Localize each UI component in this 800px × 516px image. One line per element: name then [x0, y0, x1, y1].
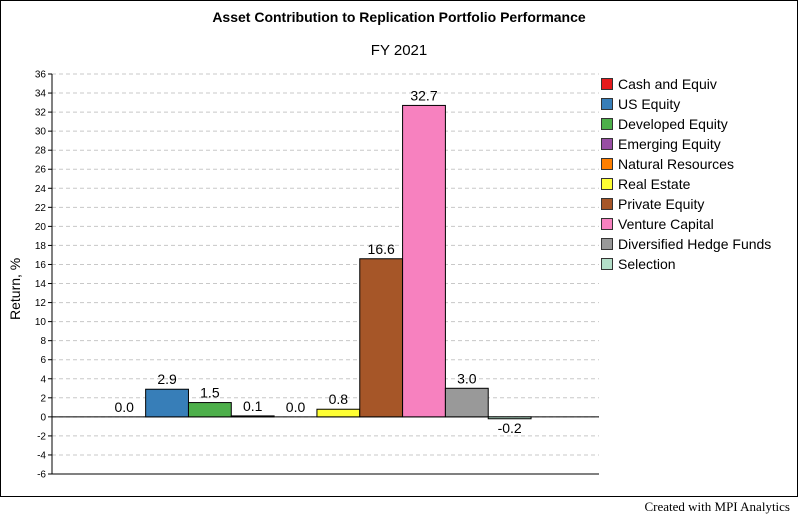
- legend-swatch: [601, 178, 613, 190]
- y-tick-label: 4: [40, 374, 46, 385]
- credit-text: Created with MPI Analytics: [644, 499, 790, 514]
- data-label-developed-equity: 1.5: [200, 385, 220, 401]
- y-tick-label: 22: [35, 203, 47, 214]
- legend-label: US Equity: [618, 96, 681, 112]
- y-tick-label: 32: [35, 108, 47, 119]
- y-tick-label: 14: [35, 279, 47, 290]
- data-label-natural-resources: 0.0: [286, 399, 306, 415]
- chart-subtitle: FY 2021: [370, 42, 428, 59]
- y-tick-label: 28: [35, 146, 47, 157]
- y-tick-label: -6: [37, 470, 46, 481]
- legend-swatch: [601, 78, 613, 90]
- y-tick-label: -4: [37, 450, 46, 461]
- y-tick-label: 8: [40, 336, 46, 347]
- legend-swatch: [601, 258, 613, 270]
- data-label-us-equity: 2.9: [157, 371, 177, 387]
- legend-swatch: [601, 98, 613, 110]
- legend-label: Venture Capital: [618, 216, 714, 232]
- legend-label: Natural Resources: [618, 156, 734, 172]
- y-tick-label: 26: [35, 165, 47, 176]
- data-label-selection: -0.2: [498, 420, 522, 436]
- legend-swatch: [601, 198, 613, 210]
- y-tick-label: 12: [35, 298, 47, 309]
- data-label-cash-and-equiv: 0.0: [114, 399, 134, 415]
- y-tick-label: 10: [35, 317, 47, 328]
- legend-label: Selection: [618, 256, 676, 272]
- bar-private-equity: [359, 258, 404, 418]
- y-tick-label: 2: [40, 393, 46, 404]
- y-tick-label: 30: [35, 127, 47, 138]
- data-label-diversified-hedge-funds: 3.0: [457, 370, 477, 386]
- y-tick-label: 0: [40, 412, 46, 423]
- y-tick-label: 34: [35, 89, 47, 100]
- legend-label: Developed Equity: [618, 116, 728, 132]
- data-label-emerging-equity: 0.1: [243, 398, 263, 414]
- y-tick-label: 36: [35, 70, 47, 81]
- y-tick-label: -2: [37, 431, 46, 442]
- legend-swatch: [601, 158, 613, 170]
- legend-label: Private Equity: [618, 196, 705, 212]
- bar-diversified-hedge-funds: [444, 387, 489, 418]
- y-tick-label: 16: [35, 260, 47, 271]
- bar-real-estate: [316, 408, 361, 418]
- legend-swatch: [601, 118, 613, 130]
- legend-label: Real Estate: [618, 176, 691, 192]
- bar-selection: [487, 416, 532, 420]
- data-label-real-estate: 0.8: [329, 391, 349, 407]
- y-tick-label: 6: [40, 355, 46, 366]
- legend-swatch: [601, 218, 613, 230]
- chart-title: Asset Contribution to Replication Portfo…: [212, 9, 586, 25]
- data-label-venture-capital: 32.7: [410, 87, 437, 103]
- legend-label: Diversified Hedge Funds: [618, 236, 772, 252]
- legend-label: Cash and Equiv: [618, 76, 717, 92]
- bar-venture-capital: [402, 104, 446, 418]
- legend-swatch: [601, 238, 613, 250]
- legend-swatch: [601, 138, 613, 150]
- y-tick-label: 18: [35, 241, 47, 252]
- legend-label: Emerging Equity: [618, 136, 721, 152]
- y-tick-label: 20: [35, 222, 47, 233]
- y-tick-label: 24: [35, 184, 47, 195]
- bar-emerging-equity: [230, 415, 275, 418]
- bar-developed-equity: [187, 402, 232, 418]
- data-label-private-equity: 16.6: [368, 241, 395, 257]
- bar-us-equity: [145, 388, 189, 418]
